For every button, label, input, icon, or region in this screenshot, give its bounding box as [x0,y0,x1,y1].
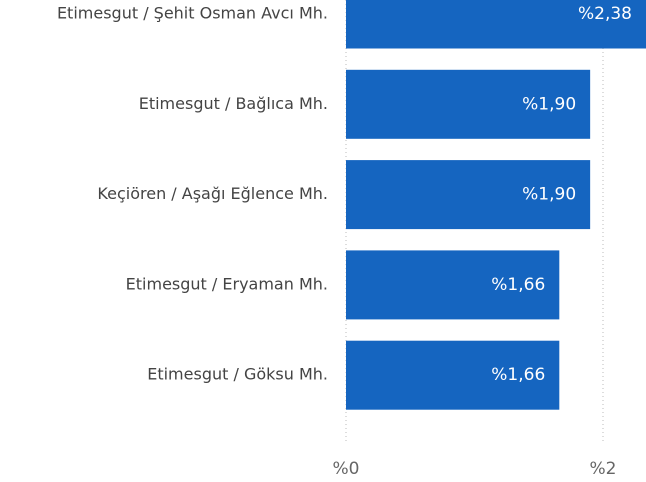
bar [346,250,560,320]
plot: %0 %2 Etimesgut / Şehit Osman Avcı Mh. %2,3… [57,0,646,479]
value-label: %1,66 [491,275,545,295]
x-tick-label: %0 [333,459,360,479]
bar [346,340,560,410]
value-label: %1,90 [522,94,576,114]
value-label: %1,90 [522,185,576,205]
category-label: Etimesgut / Eryaman Mh. [126,274,328,293]
x-tick-label: %2 [590,459,617,479]
category-label: Etimesgut / Göksu Mh. [147,365,328,384]
category-label: Keçiören / Aşağı Eğlence Mh. [97,184,328,203]
bar [346,160,591,230]
bar [346,0,646,49]
value-label: %1,66 [491,365,545,385]
bar [346,69,591,139]
category-label: Etimesgut / Şehit Osman Avcı Mh. [57,4,328,23]
category-label: Etimesgut / Bağlıca Mh. [139,94,328,113]
value-label: %2,38 [578,4,632,24]
